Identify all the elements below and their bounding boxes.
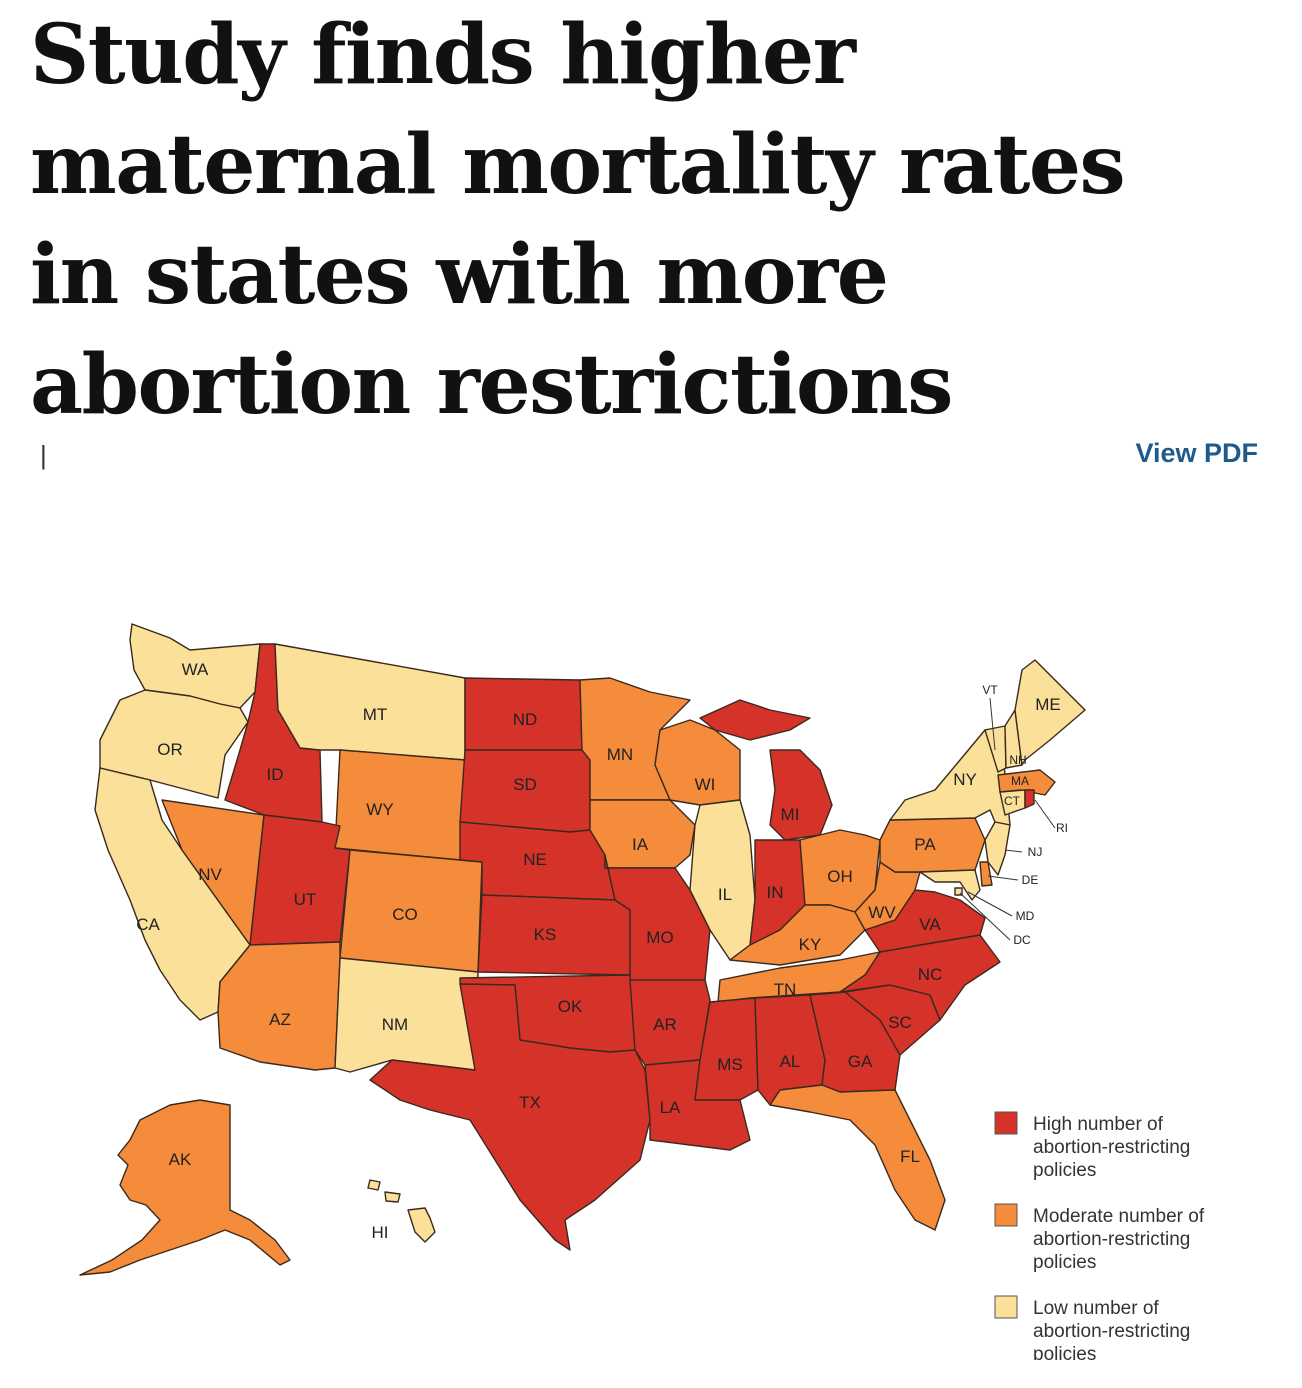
legend-label-moderate: Moderate number of	[1033, 1206, 1205, 1227]
svg-text:OH: OH	[827, 867, 853, 886]
headline-line: abortion restrictions	[30, 337, 953, 433]
svg-text:RI: RI	[1056, 821, 1068, 835]
svg-text:NY: NY	[953, 770, 977, 789]
legend-label-high: policies	[1033, 1160, 1096, 1181]
svg-text:CA: CA	[136, 915, 160, 934]
state-AZ	[217, 941, 341, 1071]
svg-text:MI: MI	[781, 805, 800, 824]
svg-text:DC: DC	[1013, 933, 1031, 947]
svg-text:MN: MN	[607, 745, 633, 764]
svg-text:MS: MS	[717, 1055, 743, 1074]
svg-text:SD: SD	[513, 775, 537, 794]
state-CA	[94, 767, 251, 1021]
svg-text:VT: VT	[982, 683, 998, 697]
svg-text:IL: IL	[718, 885, 732, 904]
svg-text:SC: SC	[888, 1013, 912, 1032]
svg-text:KY: KY	[799, 935, 822, 954]
legend-label-moderate: abortion-restricting	[1033, 1229, 1190, 1250]
legend-swatch-low	[994, 1295, 1018, 1319]
state-UT	[249, 814, 351, 946]
svg-text:NE: NE	[523, 850, 547, 869]
svg-text:NH: NH	[1009, 753, 1026, 767]
legend-label-high: abortion-restricting	[1033, 1137, 1190, 1158]
svg-text:IN: IN	[767, 883, 784, 902]
svg-text:NV: NV	[198, 865, 222, 884]
svg-text:UT: UT	[294, 890, 317, 909]
svg-text:TX: TX	[519, 1093, 541, 1112]
state-FL	[769, 1084, 946, 1231]
svg-text:AZ: AZ	[269, 1010, 291, 1029]
svg-text:GA: GA	[848, 1052, 873, 1071]
state-CO	[339, 849, 483, 973]
svg-text:LA: LA	[660, 1098, 681, 1117]
state-HI	[407, 1207, 436, 1243]
svg-text:MT: MT	[363, 705, 388, 724]
svg-text:WA: WA	[182, 660, 209, 679]
state-DE	[979, 861, 993, 887]
svg-text:CT: CT	[1004, 794, 1021, 808]
headline-line: Study finds higher	[30, 7, 856, 103]
svg-text:ID: ID	[267, 765, 284, 784]
svg-text:OK: OK	[558, 997, 583, 1016]
svg-text:ME: ME	[1035, 695, 1061, 714]
view-pdf-link[interactable]: View PDF	[1135, 438, 1258, 468]
headline-line: maternal mortality rates	[30, 117, 1126, 213]
svg-text:NJ: NJ	[1028, 845, 1043, 859]
svg-text:WV: WV	[868, 903, 896, 922]
svg-text:AL: AL	[780, 1052, 801, 1071]
state-TX	[369, 983, 651, 1251]
state-HI-islands	[367, 1179, 401, 1203]
svg-text:CO: CO	[392, 905, 418, 924]
legend-label-low: abortion-restricting	[1033, 1321, 1190, 1342]
svg-text:IA: IA	[632, 835, 649, 854]
svg-text:WI: WI	[695, 775, 716, 794]
state-OR	[99, 689, 249, 799]
state-WY	[334, 749, 466, 861]
svg-text:ND: ND	[513, 710, 538, 729]
state-ME	[1014, 659, 1086, 766]
state-NC	[839, 934, 1001, 1021]
svg-text:WY: WY	[366, 800, 393, 819]
state-KY	[729, 904, 866, 966]
svg-text:AK: AK	[169, 1150, 192, 1169]
svg-text:NM: NM	[382, 1015, 408, 1034]
svg-text:MD: MD	[1016, 909, 1035, 923]
svg-text:DE: DE	[1022, 873, 1039, 887]
svg-text:HI: HI	[372, 1223, 389, 1242]
map-legend: High number ofabortion-restrictingpolici…	[994, 1111, 1205, 1365]
legend-label-high: High number of	[1033, 1114, 1164, 1135]
us-choropleth-map: WA OR CA NV ID MT WY UT CO AZ NM ND SD N…	[50, 600, 1300, 1365]
legend-label-low: policies	[1033, 1344, 1096, 1360]
state-AK	[79, 1099, 291, 1276]
svg-text:MO: MO	[646, 928, 673, 947]
svg-text:NC: NC	[918, 965, 943, 984]
svg-text:OR: OR	[157, 740, 183, 759]
state-MT	[274, 643, 466, 761]
legend-label-moderate: policies	[1033, 1252, 1096, 1273]
headline-line: in states with more	[30, 227, 889, 323]
svg-text:FL: FL	[900, 1147, 920, 1166]
svg-text:MA: MA	[1011, 774, 1029, 788]
state-MD	[919, 869, 981, 901]
svg-text:VA: VA	[919, 915, 941, 934]
legend-swatch-moderate	[994, 1203, 1018, 1227]
svg-text:AR: AR	[653, 1015, 677, 1034]
label-leader-lines	[959, 697, 1056, 941]
article-meta-bar: | View PDF	[30, 438, 1258, 478]
svg-text:TN: TN	[774, 980, 797, 999]
map-svg: WA OR CA NV ID MT WY UT CO AZ NM ND SD N…	[79, 623, 1205, 1365]
state-labels: WA OR CA NV ID MT WY UT CO AZ NM ND SD N…	[136, 660, 1068, 1242]
headline: Study finds higher maternal mortality ra…	[30, 0, 1270, 440]
byline-separator: |	[40, 440, 47, 470]
legend-swatch-high	[994, 1111, 1018, 1135]
legend-label-low: Low number of	[1033, 1298, 1159, 1319]
svg-text:KS: KS	[534, 925, 557, 944]
svg-text:PA: PA	[914, 835, 936, 854]
state-RI	[1024, 789, 1035, 809]
